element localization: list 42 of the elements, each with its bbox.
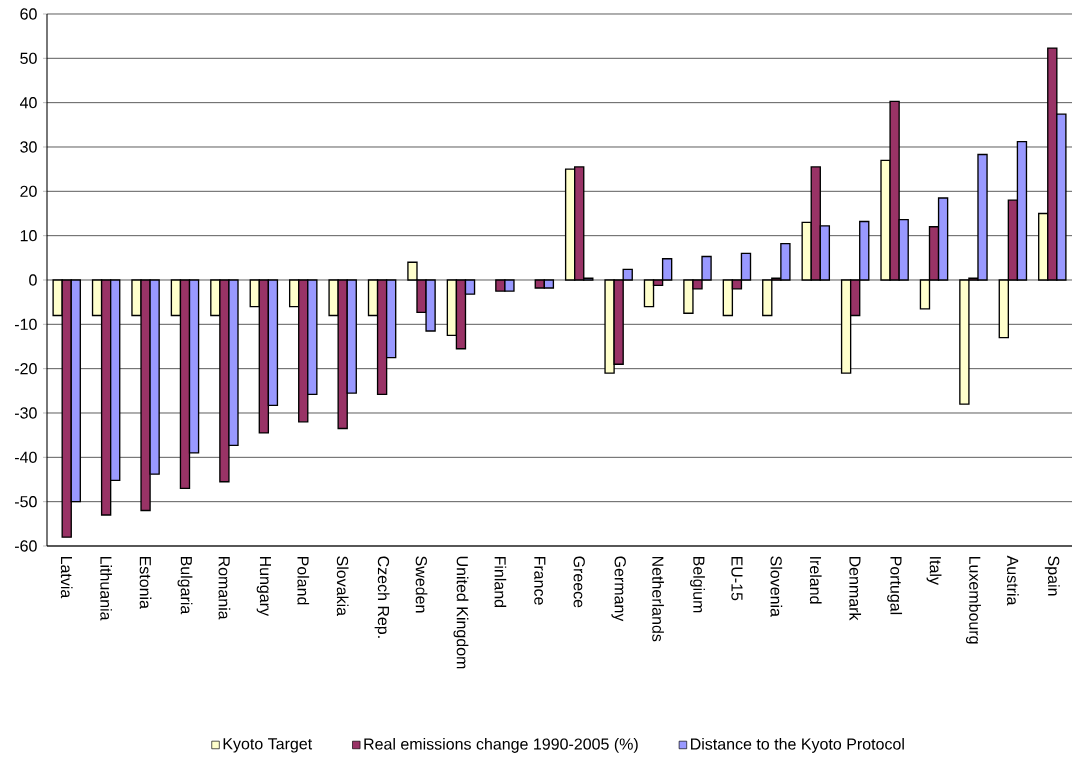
x-tick-label: Greece: [573, 556, 585, 608]
x-tick-label: France: [534, 556, 546, 605]
x-tick-label: Germany: [611, 556, 626, 622]
y-tick-label: 30: [20, 141, 37, 153]
x-tick-label: Czech Rep.: [374, 556, 390, 638]
legend-label: Kyoto Target: [223, 738, 313, 753]
y-tick-label: 50: [20, 52, 37, 64]
x-tick-label: Spain: [1044, 556, 1060, 596]
x-tick-label: Lithuania: [100, 556, 112, 621]
x-tick-label: Bulgaria: [177, 556, 193, 615]
x-tick-label: United Kingdom: [453, 556, 469, 669]
y-tick-label: 40: [19, 97, 37, 109]
y-tick-label: 60: [20, 8, 37, 20]
y-tick-label: -30: [14, 407, 37, 419]
legend-label: Real emissions change 1990-2005 (%): [364, 737, 638, 753]
x-tick-label: Austria: [1007, 555, 1019, 606]
x-tick-label: Poland: [297, 556, 310, 605]
y-tick-label: 20: [20, 185, 37, 197]
x-tick-label: Slovakia: [336, 556, 349, 617]
x-tick-label: Denmark: [849, 556, 862, 621]
y-tick-label: 0: [29, 274, 37, 286]
x-tick-label: Hungary: [256, 556, 271, 617]
x-tick-label: Estonia: [139, 556, 152, 609]
legend-label: Distance to the Kyoto Protocol: [691, 737, 904, 753]
x-tick-label: Latvia: [60, 556, 73, 599]
x-tick-label: EU-15: [731, 556, 743, 601]
x-tick-label: Ireland: [809, 557, 822, 604]
x-tick-label: Sweden: [415, 556, 428, 613]
y-tick-label: 10: [20, 230, 37, 242]
y-tick-label: -10: [14, 318, 37, 330]
x-tick-label: Netherlands: [652, 556, 664, 642]
x-tick-label: Belgium: [690, 556, 705, 613]
x-tick-label: Italy: [926, 557, 942, 585]
y-tick-label: -50: [14, 496, 37, 508]
x-tick-label: Luxembourg: [965, 556, 981, 644]
x-tick-label: Finland: [494, 556, 507, 608]
x-tick-label: Portugal: [887, 556, 903, 615]
y-tick-label: -60: [14, 540, 37, 552]
y-tick-label: -20: [14, 363, 37, 375]
x-tick-label: Romania: [218, 556, 231, 620]
y-tick-label: -40: [14, 451, 37, 463]
x-tick-label: Slovenia: [770, 556, 783, 617]
